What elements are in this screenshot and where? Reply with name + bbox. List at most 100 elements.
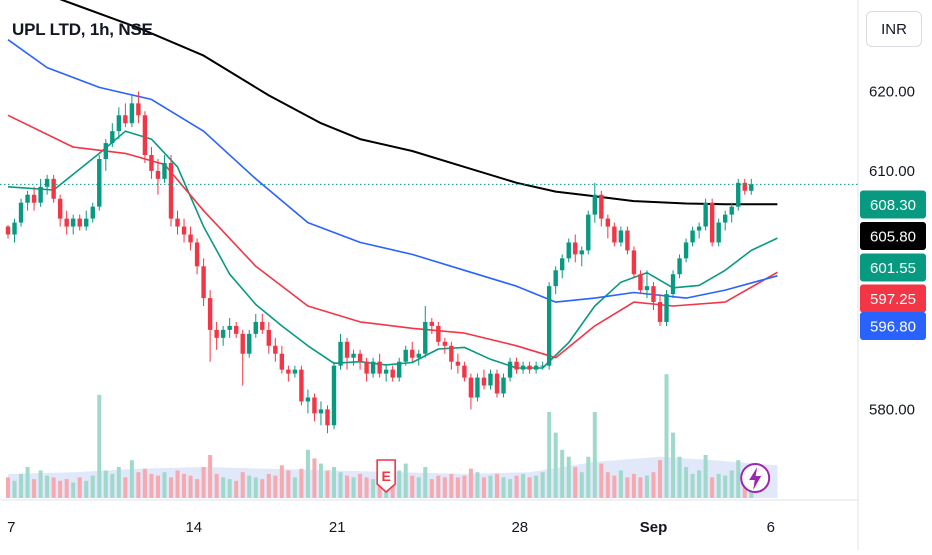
candle (5, 224, 11, 239)
volume-bar (97, 394, 102, 498)
candle-body (331, 365, 337, 426)
event-markers[interactable]: E (376, 459, 771, 494)
time-tick-label: 14 (185, 519, 202, 536)
volume-bar (208, 455, 213, 498)
candle (194, 238, 200, 275)
candle-body (579, 250, 584, 255)
candle-body (338, 341, 343, 366)
price-tag-label: 605.80 (870, 229, 916, 246)
candle (690, 226, 695, 247)
price-tag-bg (860, 312, 926, 340)
candle-body (377, 361, 382, 374)
candle-body (364, 361, 369, 374)
volume-bar (547, 412, 552, 498)
price-tag-label: 608.30 (870, 197, 916, 214)
volume-bar (188, 475, 193, 498)
volume-bar (136, 472, 141, 498)
volume-bar (318, 463, 323, 498)
time-tick-label: Sep (640, 519, 668, 536)
candle (403, 345, 408, 366)
candles (5, 91, 754, 434)
candle (84, 210, 89, 231)
candle (31, 186, 37, 211)
candle (481, 369, 487, 390)
time-axis[interactable]: 7 14 21 28 Sep 6 (7, 519, 775, 536)
volume-bar (495, 473, 499, 498)
candle-body (573, 242, 578, 255)
candle (696, 222, 702, 239)
volume-bar (664, 374, 669, 498)
candle (240, 329, 245, 386)
candle (488, 369, 493, 390)
volume-bar (397, 470, 402, 498)
volume-bar (6, 477, 10, 498)
candle (553, 266, 558, 295)
candle-body (488, 373, 493, 386)
candle-body (736, 182, 741, 207)
earnings-marker[interactable]: E (376, 459, 396, 494)
volume-bar (449, 473, 454, 498)
ma-line-ema-100 (7, 39, 778, 303)
candle-body (240, 333, 245, 354)
ma-line-ema-200 (59, 0, 778, 206)
candle-body (64, 218, 69, 227)
earnings-marker-label: E (381, 468, 390, 484)
candle-body (12, 222, 17, 235)
volume-bar (658, 460, 662, 498)
volume-bar (592, 412, 597, 498)
price-tag-label: 597.25 (870, 291, 916, 308)
candle (683, 238, 689, 263)
candle-body (110, 131, 115, 144)
candle (618, 226, 624, 247)
candle (625, 226, 630, 255)
candle (475, 373, 480, 402)
volume-bar (371, 479, 376, 498)
candle (605, 214, 611, 239)
candle-body (305, 397, 311, 402)
volume-bar (631, 473, 636, 498)
candle-body (214, 329, 219, 338)
candle-body (462, 365, 467, 378)
candle-body (449, 345, 454, 362)
volume-bar (605, 472, 610, 498)
candle-body (683, 242, 689, 259)
volume-bar (501, 477, 506, 498)
candle (429, 317, 434, 334)
candle-body (71, 218, 76, 227)
candle (260, 313, 265, 334)
volume-bar (521, 473, 526, 498)
candle-body (527, 365, 532, 370)
candle (77, 214, 82, 231)
candle-body (690, 230, 695, 243)
candle (423, 306, 428, 358)
candle (546, 282, 552, 370)
price-tag-bg (860, 190, 926, 219)
candle-body (599, 194, 604, 219)
candle-body (514, 361, 519, 370)
candle-body (194, 242, 200, 267)
volume-bar (410, 475, 415, 498)
candle-body (312, 397, 317, 414)
currency-button[interactable]: INR (866, 11, 922, 47)
candle-body (247, 333, 252, 354)
volume-bar (436, 475, 441, 498)
volume-bar (142, 468, 147, 498)
candle (168, 155, 174, 227)
volume-bar (221, 477, 226, 498)
volume-bar (332, 467, 336, 498)
candle (38, 178, 43, 207)
candle-body (468, 377, 474, 398)
volume-bar (71, 482, 76, 498)
candle (709, 198, 715, 247)
volume-bar (351, 477, 356, 498)
volume-bar (299, 468, 304, 498)
dividend-marker[interactable] (740, 463, 771, 493)
candle-body (540, 365, 545, 367)
candle-body (703, 202, 708, 227)
candle (657, 294, 663, 326)
volume-bar (527, 477, 532, 498)
volume-bar (64, 479, 69, 498)
